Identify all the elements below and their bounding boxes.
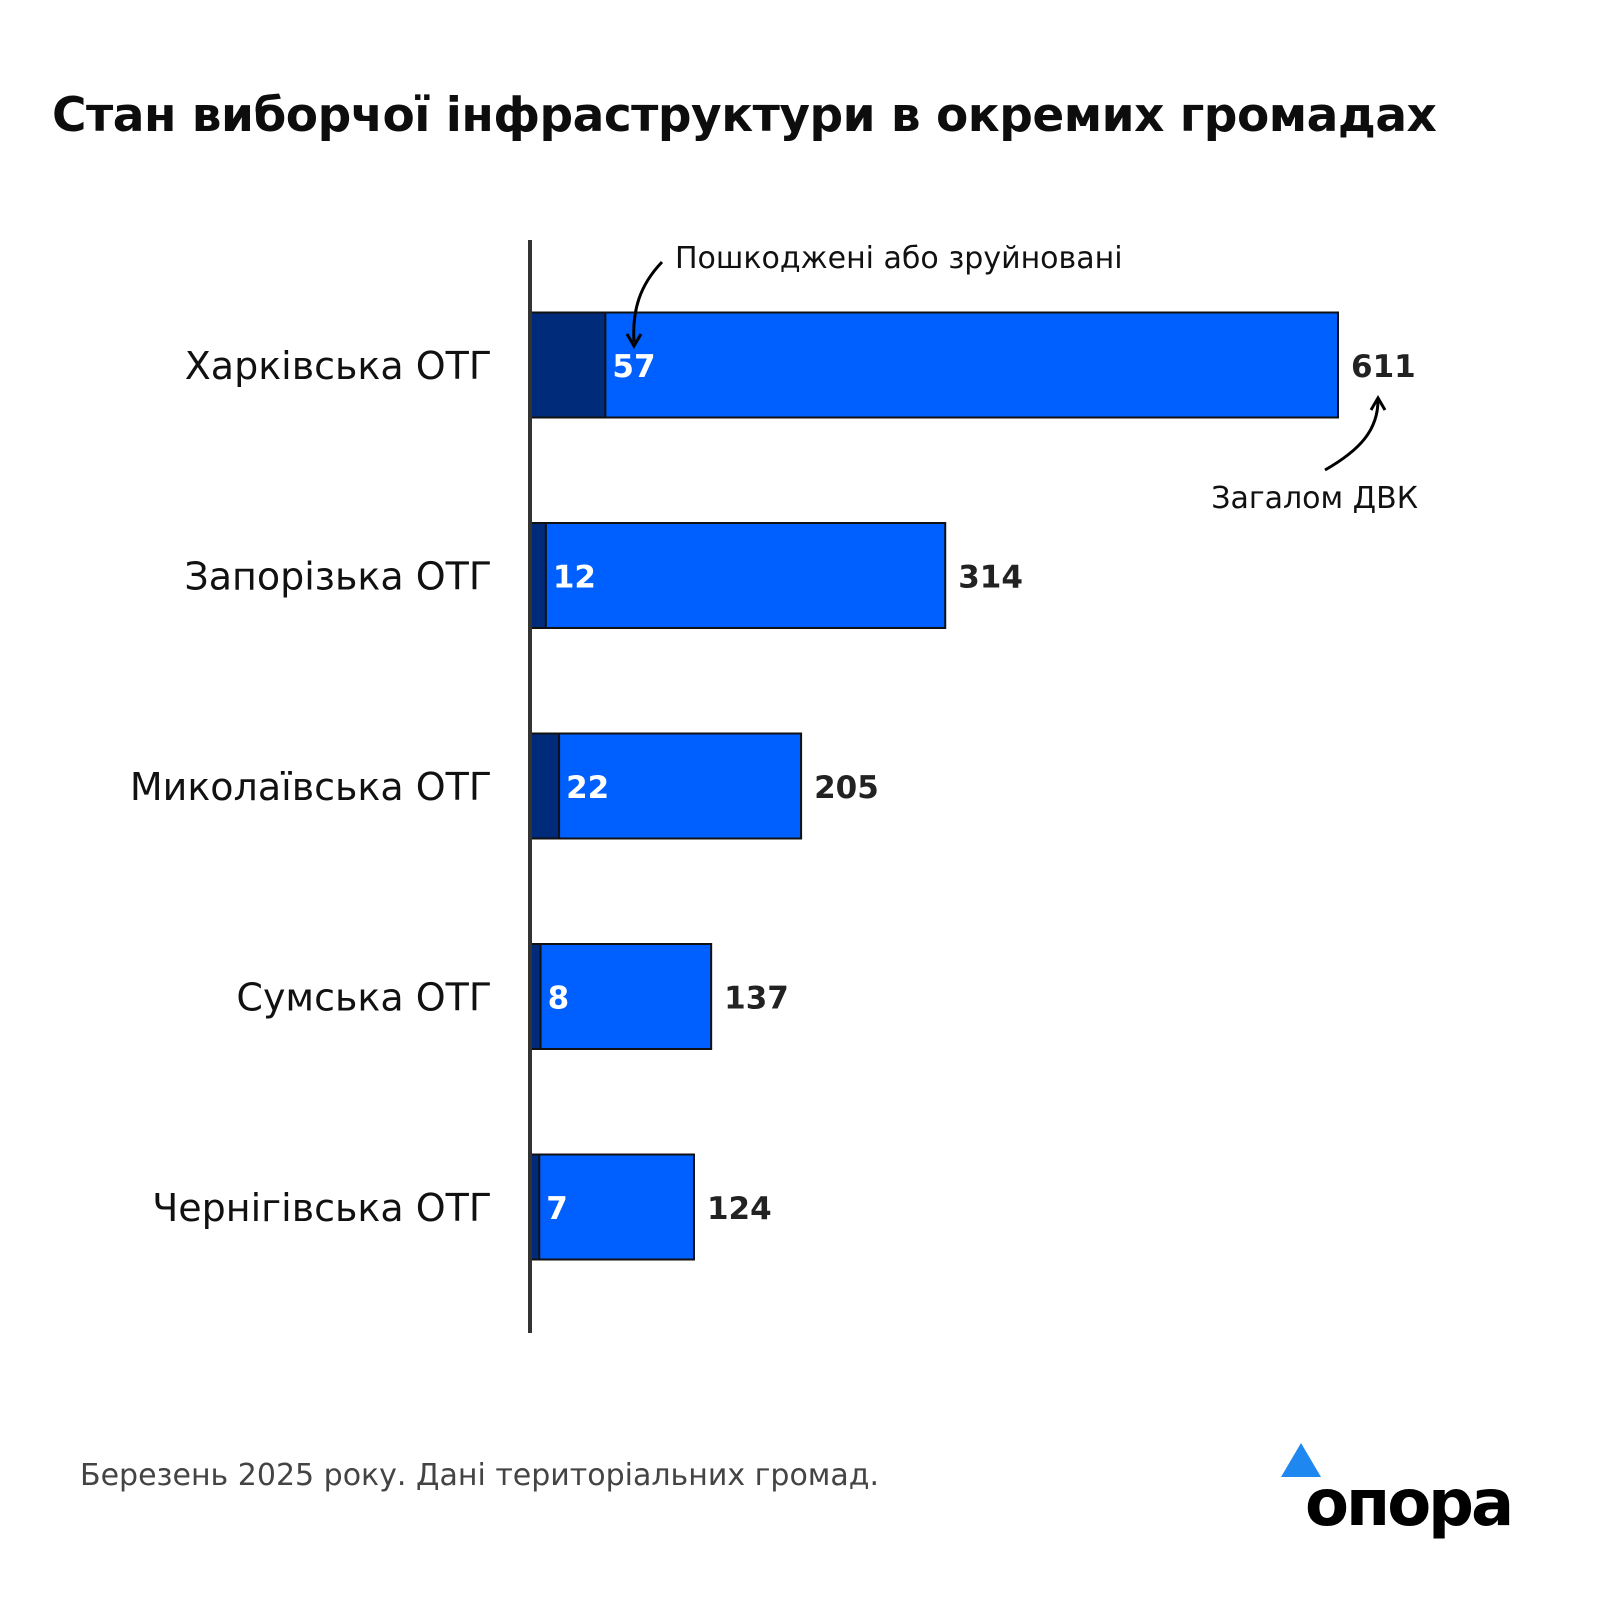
logo-text: опора [1305,1467,1511,1541]
category-label: Миколаївська ОТГ [130,765,492,809]
annotation-total-arrow [1324,399,1380,472]
bar-total [529,1153,695,1261]
data-label-total: 611 [1351,349,1416,385]
annotation-damaged-arrowhead [625,333,643,349]
bar-total [529,522,947,629]
bar-total [529,311,1339,419]
bar-damaged [529,311,607,419]
bar-damaged [529,732,561,840]
data-label-damaged: 8 [548,981,570,1017]
logo-triangle [1281,1443,1321,1477]
annotation-damaged: Пошкоджені або зруйновані [675,241,1123,276]
category-label: Сумська ОТГ [236,976,492,1020]
data-label-total: 314 [958,560,1023,596]
data-label-damaged: 7 [546,1191,568,1227]
footer-source: Березень 2025 року. Дані територіальних … [80,1458,880,1493]
bar-total [529,732,803,840]
data-label-damaged: 22 [566,770,609,806]
bar-total [529,943,713,1050]
logo: опора [1281,1443,1514,1541]
data-label-total: 124 [707,1191,772,1227]
category-label: Чернігівська ОТГ [152,1186,492,1230]
annotation-total: Загалом ДВК [1211,481,1418,516]
data-label-damaged: 12 [553,560,596,596]
data-label-damaged: 57 [612,349,655,385]
data-label-total: 137 [724,981,789,1017]
category-label: Запорізька ОТГ [184,555,492,599]
annotation-total-arrowhead [1369,395,1387,411]
annotation-damaged-arrow [632,260,664,343]
category-label: Харківська ОТГ [185,344,492,388]
chart-title: Стан виборчої інфраструктури в окремих г… [52,88,1437,143]
bar-damaged [529,522,547,629]
data-label-total: 205 [814,770,879,806]
